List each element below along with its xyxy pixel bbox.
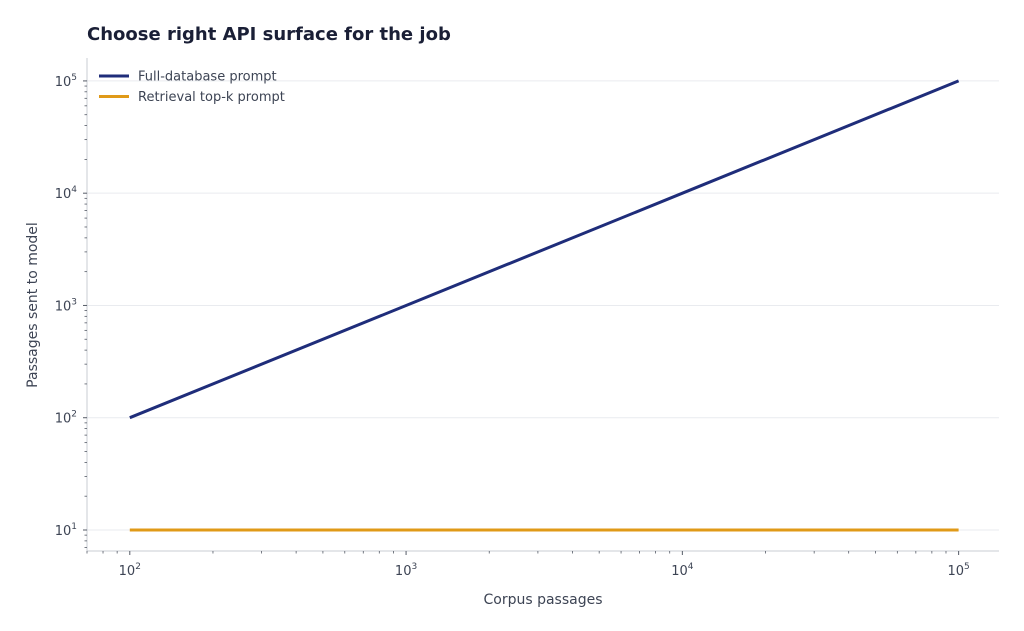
x-tick-label: 102: [119, 562, 141, 579]
series-line: [129, 79, 960, 420]
y-tick-label: 103: [55, 297, 77, 314]
x-tick-label: 103: [395, 562, 417, 579]
y-tick-label: 101: [55, 522, 77, 539]
x-tick-label: 105: [947, 562, 969, 579]
x-tick-label: 104: [671, 562, 694, 579]
y-axis-label: Passages sent to model: [25, 222, 41, 388]
x-axis-label: Corpus passages: [483, 592, 602, 608]
tick-labels: 101 102 103 104 105 102 103 104 105: [55, 73, 970, 579]
y-tick-label: 102: [55, 410, 77, 427]
y-tick-label: 105: [55, 73, 77, 90]
legend-label: Full-database prompt: [138, 70, 277, 85]
axes: [83, 58, 999, 555]
chart-title: Choose right API surface for the job: [87, 24, 451, 45]
grid-lines: [87, 80, 999, 531]
legend-label: Retrieval top-k prompt: [138, 90, 285, 105]
y-tick-label: 104: [55, 185, 78, 202]
legend: Full-database prompt Retrieval top-k prom…: [99, 70, 285, 105]
plot-series: [129, 79, 960, 532]
